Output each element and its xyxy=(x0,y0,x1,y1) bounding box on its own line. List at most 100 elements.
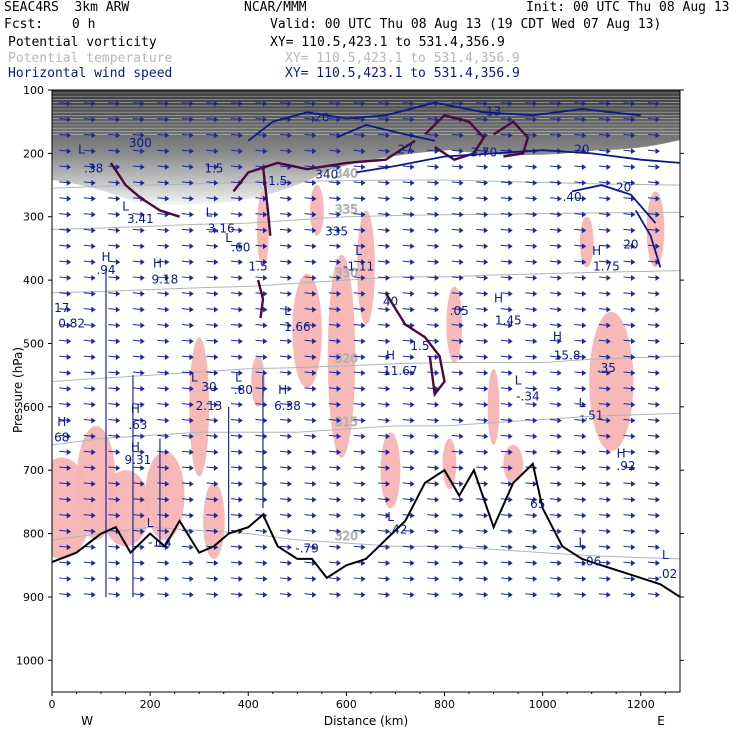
theta-isentrope xyxy=(52,355,680,382)
wind-speed-contour xyxy=(247,101,641,142)
wind-vector-head xyxy=(508,591,513,598)
wind-vector-head xyxy=(532,560,538,567)
pv-extremum-label: L xyxy=(515,374,522,388)
wind-vector-head xyxy=(557,227,562,234)
pv-extremum-label: .94 xyxy=(96,263,115,277)
wind-vector-head xyxy=(164,338,170,345)
wind-speed-label: 65 xyxy=(530,497,545,511)
wind-vector-head xyxy=(385,306,391,313)
pv-extremum-label: L xyxy=(147,516,154,530)
wind-vector-head xyxy=(606,576,611,582)
wind-vector-head xyxy=(91,179,96,186)
pv-extremum-label: 17 xyxy=(54,301,69,315)
wind-vector-head xyxy=(336,275,342,281)
wind-vector-head xyxy=(655,465,660,471)
pv-extremum-label: L xyxy=(78,142,85,156)
wind-vector-head xyxy=(434,227,440,234)
wind-vector-head xyxy=(557,528,562,535)
pv-extremum-label: -1.11 xyxy=(343,260,374,274)
theta-isentrope xyxy=(52,412,680,446)
pv-extremum-label: 30 xyxy=(201,380,216,394)
wind-vector-head xyxy=(66,132,72,139)
wind-vector-head xyxy=(557,449,562,456)
wind-vector-head xyxy=(655,195,660,202)
wind-vector-head xyxy=(483,132,489,139)
wind-vector-head xyxy=(361,227,366,234)
wind-vector-head xyxy=(189,528,194,535)
wind-vector-head xyxy=(115,243,121,250)
wind-vector-head xyxy=(263,576,268,582)
wind-vector-head xyxy=(532,544,538,551)
wind-vector-head xyxy=(483,164,489,170)
wind-vector-head xyxy=(263,560,268,567)
wind-vector-head xyxy=(606,211,611,218)
pv-extremum-label: L xyxy=(206,206,213,220)
wind-vector-head xyxy=(263,195,268,202)
wind-vector-head xyxy=(483,290,489,297)
pv-extremum-label: 68 xyxy=(54,431,69,445)
wind-speed-label: 27 xyxy=(398,142,413,156)
wind-vector-head xyxy=(630,148,636,155)
wind-vector-head xyxy=(581,354,587,361)
wind-vector-head xyxy=(606,401,611,408)
wind-vector-head xyxy=(385,179,391,186)
wind-vector-head xyxy=(91,544,96,551)
wind-vector-head xyxy=(361,132,366,139)
wind-vector-head xyxy=(164,591,170,598)
wind-vector-head xyxy=(263,100,268,107)
wind-vector-head xyxy=(655,306,660,313)
wind-vector-head xyxy=(606,195,611,202)
wind-vector-head xyxy=(115,275,121,281)
wind-vector-head xyxy=(66,306,72,313)
wind-vector-head xyxy=(164,496,170,503)
wind-vector-head xyxy=(361,465,366,471)
wind-vector-head xyxy=(581,544,587,551)
wind-vector-head xyxy=(238,211,243,218)
wind-vector-head xyxy=(287,338,292,345)
wind-vector-head xyxy=(91,433,96,440)
wind-vector-head xyxy=(410,480,415,487)
wind-vector-head xyxy=(557,290,562,297)
wind-vector-head xyxy=(434,433,440,440)
wind-vector-head xyxy=(312,465,317,471)
wind-vector-head xyxy=(140,465,145,471)
wind-vector-head xyxy=(581,243,587,250)
wind-vector-head xyxy=(459,465,464,471)
wind-vector-head xyxy=(532,401,538,408)
wind-vector-head xyxy=(213,164,219,170)
wind-vector-head xyxy=(581,179,587,186)
y-tick-label: 200 xyxy=(23,147,44,160)
wind-vector-head xyxy=(410,275,415,281)
wind-vector-head xyxy=(189,227,194,234)
wind-vector-head xyxy=(557,275,562,281)
wind-vector-head xyxy=(557,243,562,250)
wind-vector-head xyxy=(581,449,587,456)
wind-vector-head xyxy=(164,243,170,250)
wind-vector-head xyxy=(287,195,292,202)
wind-vector-head xyxy=(557,401,562,408)
wind-vector-head xyxy=(532,512,538,519)
wind-vector-head xyxy=(630,306,636,313)
init-time: Init: 00 UTC Thu 08 Aug 13 xyxy=(526,0,730,15)
wind-vector-head xyxy=(655,433,660,440)
wind-vector-head xyxy=(508,496,513,503)
wind-vector-head xyxy=(189,243,194,250)
pv-extremum-label: 340 xyxy=(315,168,338,182)
wind-vector-head xyxy=(434,591,440,598)
wind-vector-head xyxy=(238,132,243,139)
wind-vector-head xyxy=(655,385,660,392)
wind-vector-head xyxy=(361,116,366,123)
wind-vector-head xyxy=(287,243,292,250)
wind-vector-head xyxy=(164,275,170,281)
wind-vector-head xyxy=(483,243,489,250)
wind-vector-head xyxy=(361,496,366,503)
wind-vector-head xyxy=(66,544,72,551)
wind-vector-head xyxy=(140,243,145,250)
pv-shaded-regions xyxy=(52,185,665,559)
wind-vector-head xyxy=(361,591,366,598)
wind-vector-head xyxy=(91,306,96,313)
wind-vector-head xyxy=(164,164,170,170)
pv-extremum-label: 9.18 xyxy=(151,272,178,286)
wind-vector-head xyxy=(508,290,513,297)
wind-vector-head xyxy=(213,354,219,361)
